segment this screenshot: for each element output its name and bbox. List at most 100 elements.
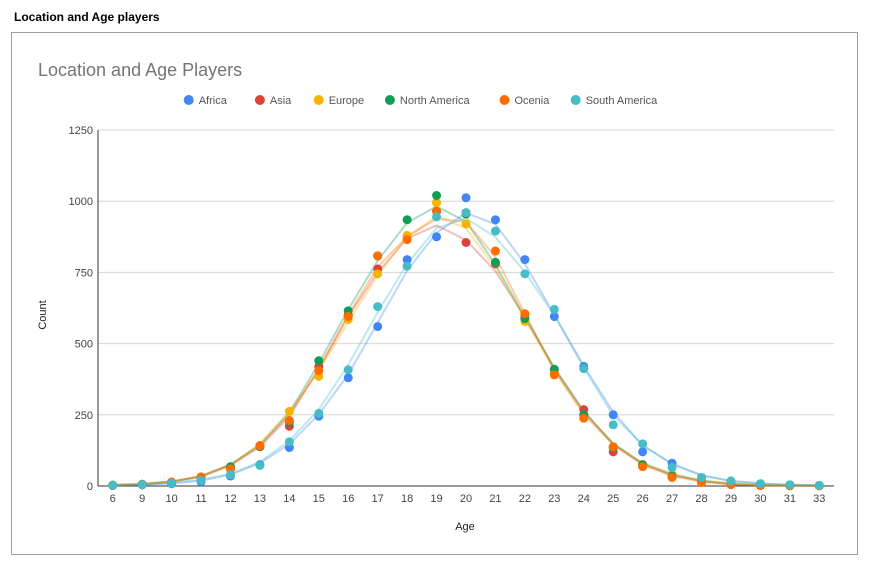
x-tick-label: 22 [519,493,531,505]
x-tick-label: 24 [578,493,590,505]
x-tick-label: 15 [313,493,325,505]
legend-label: North America [400,95,471,107]
data-point [549,370,559,380]
x-tick-label: 17 [372,493,384,505]
data-point [432,198,442,208]
data-point [490,226,500,236]
data-point [373,251,383,261]
data-point [402,215,412,225]
data-point [667,472,677,482]
y-axis-label: Count [37,300,49,329]
data-point [461,193,471,203]
data-point [432,212,442,222]
data-point [255,460,265,470]
trendline [112,215,820,487]
data-point [608,442,618,452]
data-point [108,480,118,490]
legend-swatch [384,95,395,105]
data-point [167,478,177,488]
y-tick-label: 1250 [69,125,93,137]
y-tick-label: 750 [75,267,93,279]
data-point [314,366,324,376]
data-point [343,365,353,375]
x-tick-label: 31 [784,493,796,505]
data-point [225,470,235,480]
legend-swatch [570,95,581,105]
y-tick-label: 500 [75,339,93,351]
trendline [112,205,820,487]
data-point [402,261,412,271]
trendline [112,212,820,487]
x-tick-label: 20 [460,493,472,505]
legend-item: Asia [254,95,292,107]
legend-label: South America [586,95,658,107]
x-tick-label: 12 [224,493,236,505]
data-point [549,312,559,322]
data-point [755,479,765,489]
x-tick-label: 14 [283,493,295,505]
data-point [726,476,736,486]
x-tick-label: 28 [695,493,707,505]
legend-item: Africa [183,95,228,107]
data-point [490,257,500,267]
x-axis-ticks: 6 9 10 11 12 13 14 15 16 17 18 19 20 21 22 23 24 25 26 27 28… [110,493,826,505]
x-tick-label: 11 [195,493,206,505]
data-point [196,475,206,485]
data-point [579,364,589,374]
page-heading: Location and Age players [14,10,160,24]
x-tick-label: 26 [637,493,649,505]
data-point [520,269,530,279]
data-point [520,255,530,265]
data-point [284,415,294,425]
data-point [137,480,147,490]
data-point [638,447,648,457]
legend: Africa Asia Europe North America Ocenia South… [183,95,658,107]
data-point [814,480,824,490]
data-point [284,406,294,416]
data-point [432,191,442,201]
data-point [314,408,324,418]
data-point [785,480,795,490]
data-point [432,232,442,242]
x-tick-label: 6 [110,493,116,505]
data-point [373,269,383,279]
data-point [608,420,618,430]
x-tick-label: 30 [754,493,766,505]
trendlines [112,205,820,487]
data-point [579,413,589,423]
legend-item: Europe [313,95,364,107]
data-point [461,219,471,229]
x-tick-label: 21 [489,493,501,505]
data-point [520,309,530,319]
legend-label: Ocenia [515,95,551,107]
legend-item: North America [384,95,471,107]
trendline [112,217,820,487]
scatter-chart: Location and Age Players Africa Asia Europ… [37,60,834,533]
data-point [461,208,471,218]
legend-item: Ocenia [499,95,551,107]
data-point [638,439,648,449]
data-point [638,462,648,472]
x-tick-label: 29 [725,493,737,505]
gridlines [97,129,834,487]
y-tick-label: 1000 [69,196,93,208]
x-tick-label: 16 [342,493,354,505]
legend-swatch [254,95,265,105]
data-point [255,441,265,451]
data-point [490,246,500,256]
data-point [402,255,412,265]
data-points [108,191,824,491]
data-point [373,322,383,332]
y-tick-label: 0 [87,481,93,493]
x-tick-label: 33 [813,493,825,505]
data-point [490,215,500,225]
data-point [373,302,383,312]
x-tick-label: 9 [139,493,145,505]
legend-label: Europe [329,95,364,107]
legend-swatch [313,95,324,105]
data-point [667,462,677,472]
x-tick-label: 25 [607,493,619,505]
data-point [402,235,412,245]
data-point [284,437,294,447]
y-axis-ticks: 0 250 500 750 1000 1250 [69,125,93,493]
